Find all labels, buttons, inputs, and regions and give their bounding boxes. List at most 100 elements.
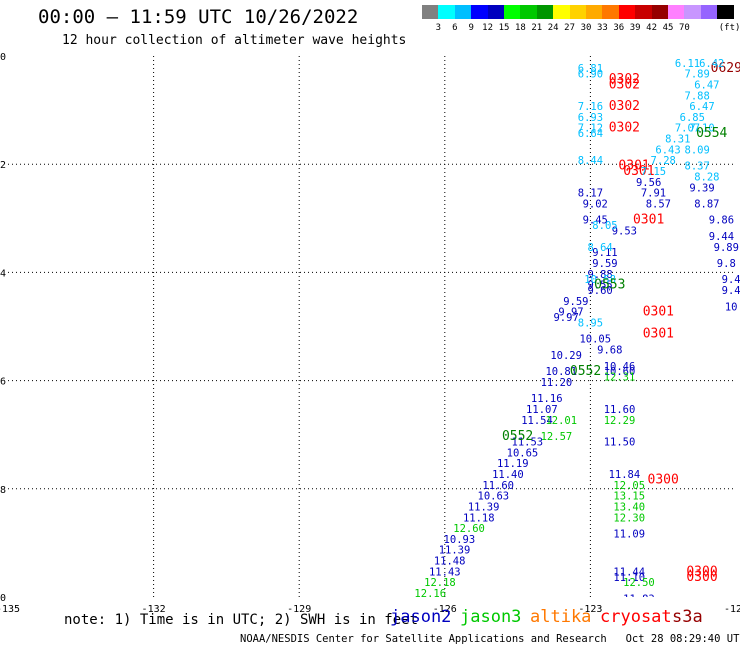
wave-height-label: 13.40 xyxy=(613,501,645,513)
colorbar-label: 30 xyxy=(580,23,592,33)
wave-height-label: 10.29 xyxy=(550,350,582,362)
colorbar-label: 39 xyxy=(629,23,641,33)
colorbar-label: 6 xyxy=(452,23,458,33)
wave-height-label: 6.93 xyxy=(578,112,603,124)
pass-time-label: 0302 xyxy=(609,99,640,114)
colorbar-label: 70 xyxy=(678,23,690,33)
colorbar-segment xyxy=(569,5,586,19)
wave-height-label: 9.55 xyxy=(587,280,612,292)
colorbar-label: 21 xyxy=(531,23,543,33)
legend-entry-altika: altika xyxy=(530,607,592,627)
pass-time-label: 0302 xyxy=(609,121,640,136)
colorbar-segment xyxy=(471,5,488,19)
colorbar-unit: (ft) xyxy=(718,23,740,33)
wave-height-label: 9.88 xyxy=(587,269,612,281)
wave-height-label: 11.07 xyxy=(526,404,558,416)
wave-height-label: 11.84 xyxy=(609,469,641,481)
colorbar-label: 45 xyxy=(662,23,674,33)
x-tick-label: -129 xyxy=(287,604,311,615)
wave-height-label: 10.81 xyxy=(545,366,577,378)
wave-height-label: 8.57 xyxy=(646,198,671,210)
x-tick-label: -123 xyxy=(578,604,602,615)
colorbar-label: 42 xyxy=(646,23,658,33)
wave-height-label: 9.60 xyxy=(587,285,612,297)
wave-height-label: 12.16 xyxy=(414,588,446,600)
wave-height-label: 10 xyxy=(725,301,738,313)
wave-height-label: 12.18 xyxy=(424,577,456,589)
wave-height-label: 8.44 xyxy=(578,155,603,167)
wave-height-label: 8.09 xyxy=(685,144,710,156)
wave-height-label: 11.43 xyxy=(429,566,461,578)
wave-height-label: 11.40 xyxy=(492,469,524,481)
wave-height-label: 6.90 xyxy=(578,69,603,81)
colorbar-label: 36 xyxy=(613,23,625,33)
wave-height-label: 10.05 xyxy=(579,334,611,346)
pass-time-label: 0300 xyxy=(686,570,717,585)
wave-height-label: 9.89 xyxy=(714,242,739,254)
colorbar-segment xyxy=(684,5,701,19)
wave-height-label: 6.05 xyxy=(578,31,603,43)
legend-entry-cryosat: cryosat xyxy=(600,607,672,627)
wave-height-label: 8.64 xyxy=(587,242,612,254)
legend-entry-jason2: jason2 xyxy=(390,607,452,627)
wave-height-label: 11.60 xyxy=(604,404,636,416)
legend-entry-jason3: jason3 xyxy=(460,607,522,627)
wave-height-label: 12.05 xyxy=(613,480,645,492)
wave-height-label: 8.28 xyxy=(694,171,719,183)
wave-height-label: 8.37 xyxy=(685,161,710,173)
wave-height-label: 6.64 xyxy=(578,128,603,140)
wave-height-label: 9.44 xyxy=(709,231,734,243)
pass-time-label: 0629 xyxy=(711,61,740,76)
wave-height-label: 7.12 xyxy=(578,123,603,135)
pass-time-label: 0552 xyxy=(502,429,533,444)
wave-height-label: 11.20 xyxy=(541,377,573,389)
wave-height-label: 9.4 xyxy=(722,274,740,286)
wave-height-label: 7.89 xyxy=(685,69,710,81)
wave-height-label: 8.31 xyxy=(665,134,690,146)
note-text: note: 1) Time is in UTC; 2) SWH is in fe… xyxy=(64,612,419,628)
wave-height-label: 9.11 xyxy=(592,247,617,259)
pass-time-label: 0553 xyxy=(594,278,625,293)
wave-height-label: 9.39 xyxy=(689,182,714,194)
wave-height-label: 11.54 xyxy=(521,415,553,427)
wave-height-label: 11.53 xyxy=(512,437,544,449)
wave-height-label: 7.15 xyxy=(641,166,666,178)
pass-time-label: 0301 xyxy=(643,326,674,341)
wave-height-label: 7.16 xyxy=(578,101,603,113)
colorbar-label: 15 xyxy=(498,23,510,33)
wave-height-label: 12.29 xyxy=(604,415,636,427)
wave-height-label: 9.53 xyxy=(612,226,637,238)
wave-height-label: 9.97 xyxy=(558,307,583,319)
x-tick-label: -126 xyxy=(433,604,457,615)
y-tick-label: -30 xyxy=(0,52,6,63)
wave-height-label: 6.47 xyxy=(689,101,714,113)
colorbar-label: 12 xyxy=(482,23,494,33)
pass-time-label: 0301 xyxy=(633,213,664,228)
wave-height-label: 7.88 xyxy=(685,90,710,102)
chart-title: 00:00 – 11:59 UTC 10/26/2022 xyxy=(38,6,359,28)
colorbar-segment xyxy=(618,5,636,19)
credit-text: NOAA/NESDIS Center for Satellite Applica… xyxy=(240,633,740,645)
colorbar-label: 24 xyxy=(547,23,559,33)
colorbar-label: 18 xyxy=(514,23,526,33)
wave-height-label: 11.18 xyxy=(463,512,495,524)
colorbar-segment xyxy=(438,5,455,19)
pass-time-label: 0552 xyxy=(570,364,601,379)
wave-height-label: 8.87 xyxy=(694,198,719,210)
y-tick-label: -32 xyxy=(0,160,6,171)
pass-time-label: 0300 xyxy=(686,564,717,579)
wave-height-label: 6.11 xyxy=(675,58,700,70)
wave-height-label: 9.45 xyxy=(583,215,608,227)
pass-time-label: 0302 xyxy=(609,77,640,92)
y-tick-label: -34 xyxy=(0,268,6,279)
colorbar-label: 9 xyxy=(468,23,474,33)
wave-height-label: 6.42 xyxy=(699,58,724,70)
chart-subtitle: 12 hour collection of altimeter wave hei… xyxy=(62,33,407,48)
colorbar-segment xyxy=(504,5,521,19)
wave-height-label: 11.48 xyxy=(434,556,466,568)
wave-height-label: 8.95 xyxy=(578,318,603,330)
wave-height-label: 13.15 xyxy=(613,491,645,503)
wave-height-label: 10.60 xyxy=(604,366,636,378)
pass-time-label: 0300 xyxy=(648,472,679,487)
